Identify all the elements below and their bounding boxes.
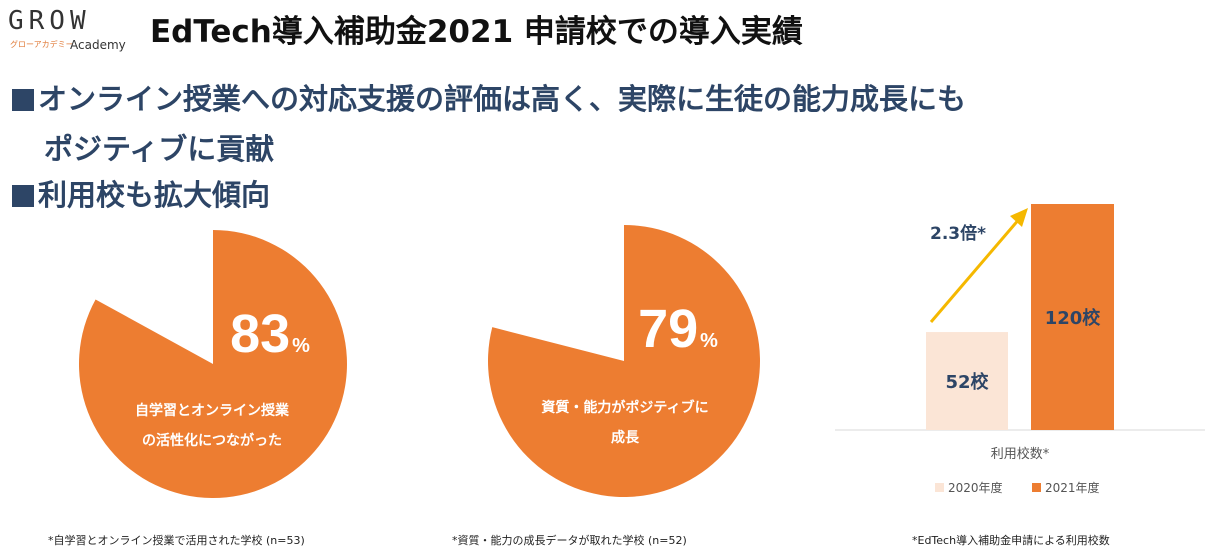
- grow-academy-logo: GROW グローアカデミー Academy: [8, 8, 133, 54]
- pie-2-caption-line-1: 資質・能力がポジティブに: [541, 399, 708, 416]
- growth-arrow-line: [929, 217, 1022, 323]
- pie-chart-1: 83% 自学習とオンライン授業 の活性化につながった: [78, 230, 347, 498]
- bullet-2: 利用校も拡大傾向: [12, 176, 270, 214]
- footnote-1: *自学習とオンライン授業で活用された学校 (n=53): [48, 534, 305, 547]
- bar-2021-label: 120校: [1045, 307, 1102, 329]
- page-title: EdTech導入補助金2021 申請校での導入実績: [150, 14, 803, 50]
- bar-2021: [1031, 204, 1114, 430]
- bullet-2-text: 利用校も拡大傾向: [38, 178, 271, 212]
- footnote-3: *EdTech導入補助金申請による利用校数: [912, 534, 1110, 547]
- bullet-1-cont-text: ポジティブに貢献: [44, 132, 275, 166]
- pie-chart-2: 79% 資質・能力がポジティブに 成長: [487, 225, 760, 497]
- bar-2020-label: 52校: [945, 371, 989, 393]
- pie-1-caption-line-2: の活性化につながった: [142, 432, 282, 449]
- legend-label-2020: 2020年度: [948, 480, 1003, 495]
- pie-1-caption-line-1: 自学習とオンライン授業: [135, 402, 290, 419]
- growth-arrow-head-icon: [1010, 208, 1028, 227]
- legend-swatch-2020: [935, 483, 944, 492]
- legend-swatch-2021: [1032, 483, 1041, 492]
- bullet-square-icon: [12, 89, 34, 111]
- bar-chart: 52校 120校 2.3倍* 利用校数* 2020年度 2021年度: [835, 204, 1205, 495]
- pie-1-slice: [78, 230, 347, 498]
- bullet-1-cont: ポジティブに貢献: [44, 130, 274, 168]
- pie-1-value: 83%: [230, 304, 310, 364]
- logo-kana: グローアカデミー: [10, 40, 74, 49]
- legend-label-2021: 2021年度: [1045, 480, 1100, 495]
- growth-annotation: 2.3倍*: [930, 223, 986, 244]
- pie-2-slice: [487, 225, 760, 497]
- bullet-square-icon: [12, 185, 34, 207]
- bullet-1-text: オンライン授業への対応支援の評価は高く、実際に生徒の能力成長にも: [38, 82, 967, 116]
- bar-2020: [926, 332, 1008, 430]
- pie-2-value: 79%: [638, 299, 718, 359]
- pie-2-caption-line-2: 成長: [611, 429, 640, 446]
- footnote-2: *資質・能力の成長データが取れた学校 (n=52): [452, 534, 687, 547]
- bullet-1: オンライン授業への対応支援の評価は高く、実際に生徒の能力成長にも: [12, 80, 966, 118]
- bar-chart-xlabel: 利用校数*: [991, 446, 1050, 462]
- logo-wordmark: GROW: [8, 6, 91, 36]
- logo-subtitle: Academy: [70, 38, 126, 52]
